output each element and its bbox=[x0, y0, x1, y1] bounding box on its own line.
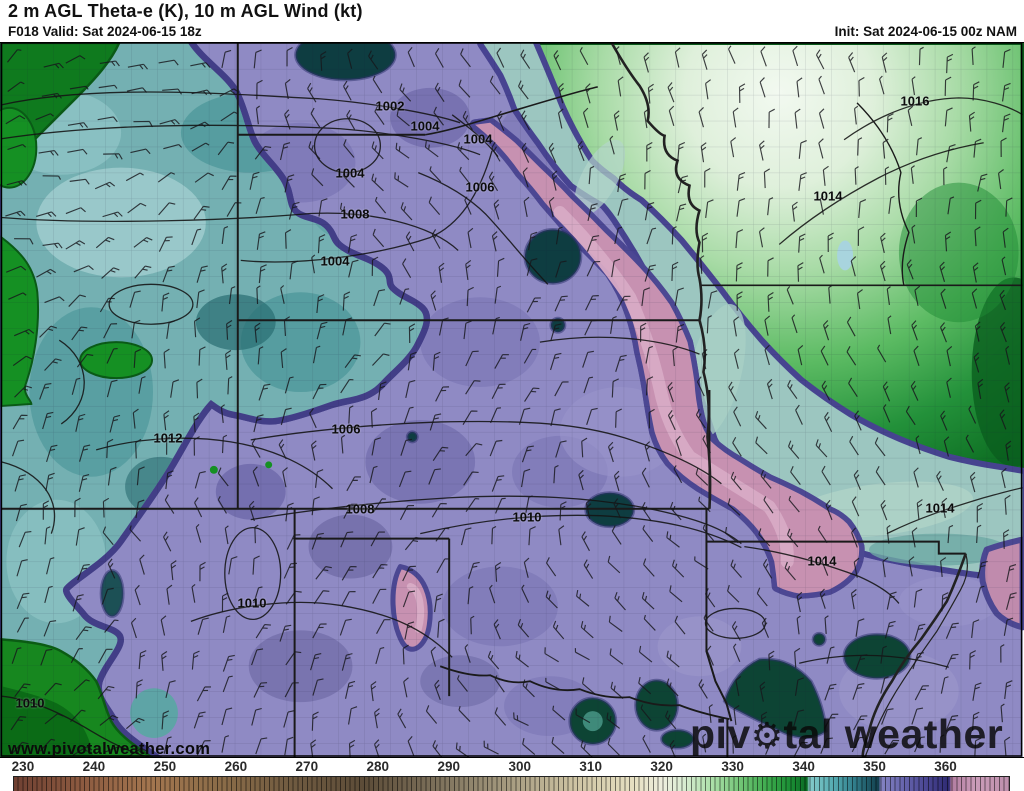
map-title: 2 m AGL Theta-e (K), 10 m AGL Wind (kt) bbox=[8, 1, 363, 21]
colorbar-area: 230 240 250 260 270 280 290 300 310 320 330 340 350 3… bbox=[0, 758, 1024, 791]
red-river bbox=[439, 102, 910, 720]
colorbar-tick: 360 bbox=[934, 759, 957, 774]
colorbar-tick: 240 bbox=[82, 759, 106, 774]
colorbar-tick: 300 bbox=[508, 759, 532, 774]
wind-barbs bbox=[5, 45, 1017, 757]
county-grid bbox=[1, 43, 1023, 757]
gear-icon: ⚙ bbox=[750, 715, 784, 756]
state-borders bbox=[1, 43, 1023, 757]
colorbar bbox=[13, 776, 1010, 791]
colorbar-tick: 330 bbox=[721, 759, 744, 774]
colorbar-tick: 350 bbox=[863, 759, 886, 774]
header: 2 m AGL Theta-e (K), 10 m AGL Wind (kt) … bbox=[0, 0, 1024, 42]
colorbar-tick: 340 bbox=[792, 759, 815, 774]
colorbar-tick: 310 bbox=[579, 759, 602, 774]
watermark-brand: piv⚙tal weather bbox=[690, 711, 1004, 757]
colorbar-tick: 230 bbox=[11, 759, 35, 774]
valid-time-label: F018 Valid: Sat 2024-06-15 18z bbox=[8, 24, 202, 39]
colorbar-tick: 250 bbox=[153, 759, 177, 774]
colorbar-tick: 270 bbox=[295, 759, 319, 774]
colorbar-tick: 260 bbox=[224, 759, 248, 774]
colorbar-tick: 320 bbox=[650, 759, 673, 774]
map-canvas[interactable]: 1002 1004 1004 1004 1006 1008 1004 1006 1012 1008… bbox=[0, 42, 1024, 758]
colorbar-tick: 290 bbox=[437, 759, 460, 774]
colorbar-cells bbox=[14, 777, 1009, 791]
colorbar-tick: 280 bbox=[366, 759, 390, 774]
init-time-label: Init: Sat 2024-06-15 00z NAM bbox=[834, 24, 1017, 39]
watermark-url: www.pivotalweather.com bbox=[8, 740, 211, 758]
map-frame bbox=[0, 43, 1023, 757]
rivers bbox=[610, 43, 968, 757]
theta-e-map bbox=[0, 43, 1024, 757]
